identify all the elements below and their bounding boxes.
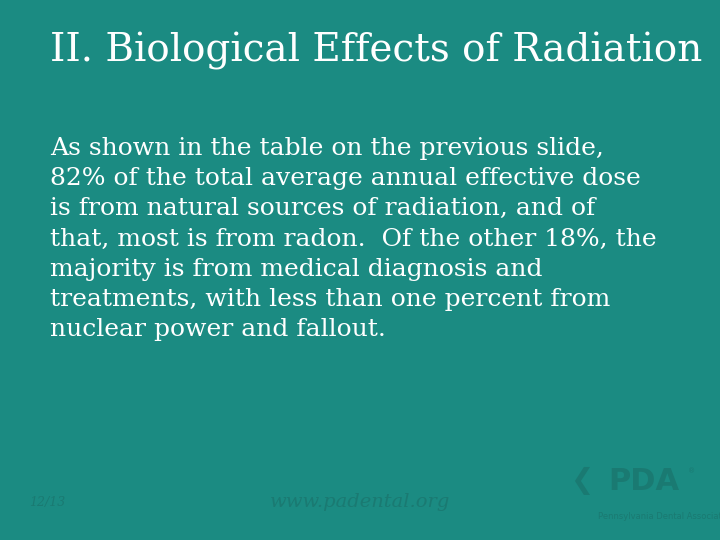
Text: 12/13: 12/13 bbox=[29, 496, 65, 509]
Bar bbox=[0, 456, 720, 467]
Text: As shown in the table on the previous slide,
82% of the total average annual eff: As shown in the table on the previous sl… bbox=[50, 137, 657, 341]
Text: www.padental.org: www.padental.org bbox=[270, 494, 450, 511]
Text: ❮: ❮ bbox=[570, 468, 593, 495]
Text: ®: ® bbox=[688, 468, 695, 474]
Text: II. Biological Effects of Radiation: II. Biological Effects of Radiation bbox=[50, 32, 703, 70]
Text: PDA: PDA bbox=[608, 467, 680, 496]
Text: Pennsylvania Dental Association: Pennsylvania Dental Association bbox=[598, 512, 720, 521]
